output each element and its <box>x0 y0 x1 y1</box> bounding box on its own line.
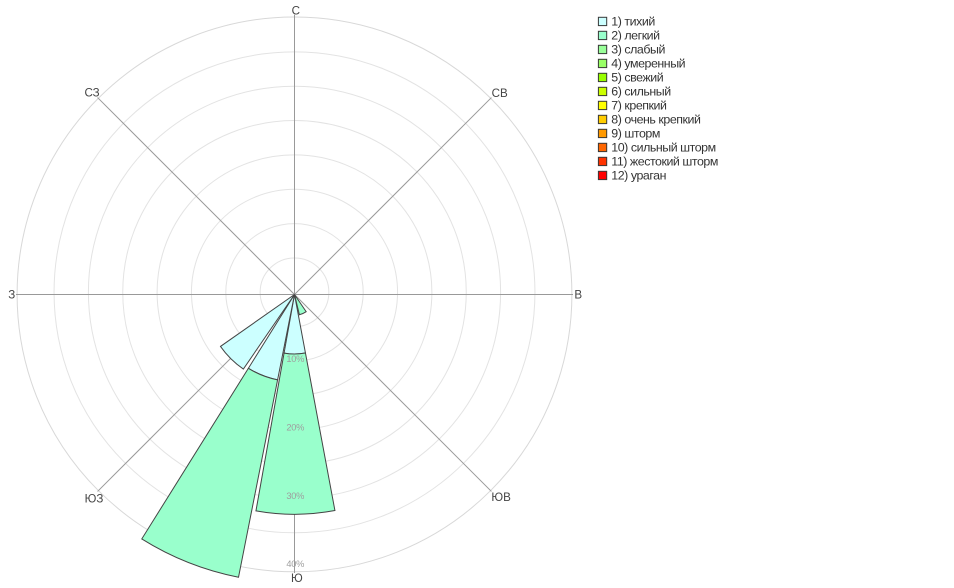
svg-text:4) умеренный: 4) умеренный <box>611 56 685 70</box>
svg-text:30%: 30% <box>286 491 304 501</box>
svg-text:9) шторм: 9) шторм <box>611 126 660 140</box>
svg-text:СЗ: СЗ <box>84 86 99 99</box>
svg-text:8) очень крепкий: 8) очень крепкий <box>611 112 701 126</box>
svg-text:5) свежий: 5) свежий <box>611 70 663 84</box>
svg-text:ЮВ: ЮВ <box>491 491 511 504</box>
svg-text:3) слабый: 3) слабый <box>611 42 665 56</box>
svg-text:В: В <box>574 289 582 302</box>
svg-text:7) крепкий: 7) крепкий <box>611 98 667 112</box>
svg-text:10) сильный шторм: 10) сильный шторм <box>611 140 715 154</box>
svg-text:40%: 40% <box>286 559 304 569</box>
svg-text:6) сильный: 6) сильный <box>611 84 671 98</box>
svg-text:Ю: Ю <box>291 572 303 585</box>
svg-text:С: С <box>292 5 300 18</box>
svg-text:1) тихий: 1) тихий <box>611 14 655 28</box>
svg-text:ЮЗ: ЮЗ <box>85 493 104 506</box>
svg-text:2) легкий: 2) легкий <box>611 28 660 42</box>
svg-text:СВ: СВ <box>492 87 508 100</box>
svg-text:11) жестокий шторм: 11) жестокий шторм <box>611 154 718 168</box>
svg-text:12) ураган: 12) ураган <box>611 168 666 182</box>
svg-text:З: З <box>8 289 15 302</box>
svg-text:10%: 10% <box>286 354 304 364</box>
svg-text:20%: 20% <box>286 423 304 433</box>
